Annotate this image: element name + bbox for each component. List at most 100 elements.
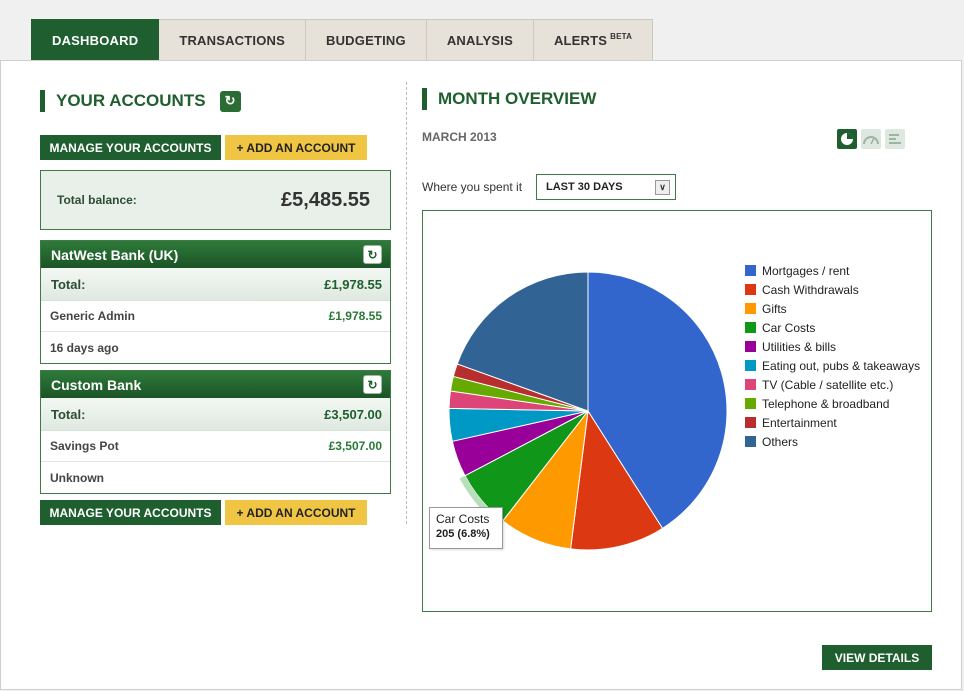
tab-label: ANALYSIS	[446, 32, 513, 48]
legend-swatch	[745, 303, 756, 314]
pie-chart-icon[interactable]	[837, 129, 857, 149]
legend-label: Cash Withdrawals	[762, 282, 859, 297]
legend-label: Entertainment	[762, 415, 837, 430]
legend-label: Utilities & bills	[762, 339, 837, 354]
legend-label: Mortgages / rent	[762, 263, 850, 278]
account-name: Savings Pot	[50, 439, 119, 453]
tab-label: TRANSACTIONS	[179, 32, 285, 48]
accounts-title-text: YOUR ACCOUNTS	[56, 91, 206, 110]
legend-swatch	[745, 322, 756, 333]
tab-dashboard[interactable]: DASHBOARD	[31, 19, 160, 69]
legend-item[interactable]: Mortgages / rent	[745, 261, 920, 280]
tab-budgeting[interactable]: BUDGETING	[305, 19, 427, 60]
refresh-icon[interactable]: ↻	[363, 245, 382, 264]
manage-accounts-button[interactable]: MANAGE YOUR ACCOUNTS	[40, 135, 221, 160]
legend-swatch	[745, 265, 756, 276]
updated-row: 16 days ago	[41, 332, 390, 363]
bank-total-label: Total:	[51, 276, 86, 292]
chart-view-switcher	[837, 129, 905, 149]
legend-swatch	[745, 379, 756, 390]
refresh-icon[interactable]: ↻	[219, 90, 241, 112]
where-label: Where you spent it	[422, 180, 523, 194]
add-account-button[interactable]: + ADD AN ACCOUNT	[225, 135, 367, 160]
legend-label: Telephone & broadband	[762, 396, 890, 411]
last-updated: Unknown	[50, 470, 104, 485]
bank-name: Custom Bank	[51, 376, 142, 393]
legend-swatch	[745, 341, 756, 352]
legend-swatch	[745, 360, 756, 371]
legend-swatch	[745, 398, 756, 409]
overview-title-text: MONTH OVERVIEW	[438, 89, 597, 108]
tab-label: DASHBOARD	[52, 32, 139, 48]
main-tabs: DASHBOARD TRANSACTIONS BUDGETING ANALYSI…	[31, 19, 654, 69]
bank-card-natwest: NatWest Bank (UK) ↻ Total: £1,978.55 Gen…	[40, 240, 391, 364]
legend-item[interactable]: Cash Withdrawals	[745, 280, 920, 299]
legend-item[interactable]: Car Costs	[745, 318, 920, 337]
total-balance-value: £5,485.55	[281, 188, 370, 211]
tab-transactions[interactable]: TRANSACTIONS	[158, 19, 306, 60]
legend-item[interactable]: Others	[745, 432, 920, 451]
legend-item[interactable]: TV (Cable / satellite etc.)	[745, 375, 920, 394]
refresh-icon[interactable]: ↻	[363, 375, 382, 394]
account-row[interactable]: Generic Admin £1,978.55	[41, 301, 390, 332]
legend-swatch	[745, 284, 756, 295]
period-select[interactable]: LAST 30 DAYS ∨	[536, 174, 676, 200]
month-label: MARCH 2013	[422, 130, 497, 144]
bank-header: NatWest Bank (UK) ↻	[41, 241, 390, 268]
bank-name: NatWest Bank (UK)	[51, 246, 179, 263]
tab-label: BUDGETING	[326, 32, 406, 48]
spending-chart: Mortgages / rent Cash Withdrawals Gifts Car…	[422, 210, 932, 612]
bank-card-custom: Custom Bank ↻ Total: £3,507.00 Savings P…	[40, 370, 391, 494]
tab-alerts[interactable]: ALERTS BETA	[532, 19, 654, 60]
pie-slice-9[interactable]	[456, 271, 589, 412]
title-bar	[40, 90, 45, 112]
pie-slice-0[interactable]	[587, 271, 728, 530]
view-details-button[interactable]: VIEW DETAILS	[822, 645, 932, 670]
legend-label: Gifts	[762, 301, 787, 316]
bank-total-row: Total: £3,507.00	[41, 398, 390, 431]
chevron-down-icon: ∨	[655, 179, 670, 195]
legend-label: Car Costs	[762, 320, 816, 335]
tab-label: ALERTS	[553, 32, 608, 48]
manage-accounts-button-bottom[interactable]: MANAGE YOUR ACCOUNTS	[40, 500, 221, 525]
beta-badge: BETA	[610, 31, 633, 41]
bank-header: Custom Bank ↻	[41, 371, 390, 398]
legend-item[interactable]: Utilities & bills	[745, 337, 920, 356]
gauge-icon[interactable]	[861, 129, 881, 149]
accounts-title: YOUR ACCOUNTS ↻	[40, 90, 241, 112]
updated-row: Unknown	[41, 462, 390, 493]
bank-total-value: £3,507.00	[324, 406, 382, 422]
legend-label: Eating out, pubs & takeaways	[762, 358, 921, 373]
bank-total-value: £1,978.55	[324, 276, 382, 292]
account-name: Generic Admin	[50, 309, 135, 323]
tooltip-label: Car Costs	[436, 512, 490, 526]
total-balance-box: Total balance: £5,485.55	[40, 170, 391, 230]
legend-swatch	[745, 417, 756, 428]
legend-item[interactable]: Entertainment	[745, 413, 920, 432]
chart-tooltip: Car Costs 205 (6.8%)	[429, 507, 503, 549]
account-row[interactable]: Savings Pot £3,507.00	[41, 431, 390, 462]
bar-list-icon[interactable]	[885, 129, 905, 149]
add-account-button-bottom[interactable]: + ADD AN ACCOUNT	[225, 500, 367, 525]
account-value: £3,507.00	[328, 439, 382, 453]
pie-slice-1[interactable]	[570, 409, 664, 551]
overview-title: MONTH OVERVIEW	[422, 88, 596, 110]
legend-label: Others	[762, 434, 799, 449]
last-updated: 16 days ago	[50, 340, 119, 355]
bank-total-label: Total:	[51, 406, 86, 422]
legend-item[interactable]: Eating out, pubs & takeaways	[745, 356, 920, 375]
pie-chart	[448, 271, 728, 551]
title-bar	[422, 88, 427, 110]
total-balance-label: Total balance:	[57, 193, 137, 207]
chart-legend: Mortgages / rent Cash Withdrawals Gifts Car…	[745, 261, 920, 451]
bank-total-row: Total: £1,978.55	[41, 268, 390, 301]
legend-label: TV (Cable / satellite etc.)	[762, 377, 894, 392]
legend-item[interactable]: Telephone & broadband	[745, 394, 920, 413]
account-value: £1,978.55	[328, 309, 382, 323]
column-divider	[406, 82, 407, 524]
period-selected-value: LAST 30 DAYS	[546, 181, 623, 193]
tooltip-value: 205 (6.8%)	[436, 528, 490, 540]
legend-item[interactable]: Gifts	[745, 299, 920, 318]
tab-analysis[interactable]: ANALYSIS	[425, 19, 534, 60]
legend-swatch	[745, 436, 756, 447]
